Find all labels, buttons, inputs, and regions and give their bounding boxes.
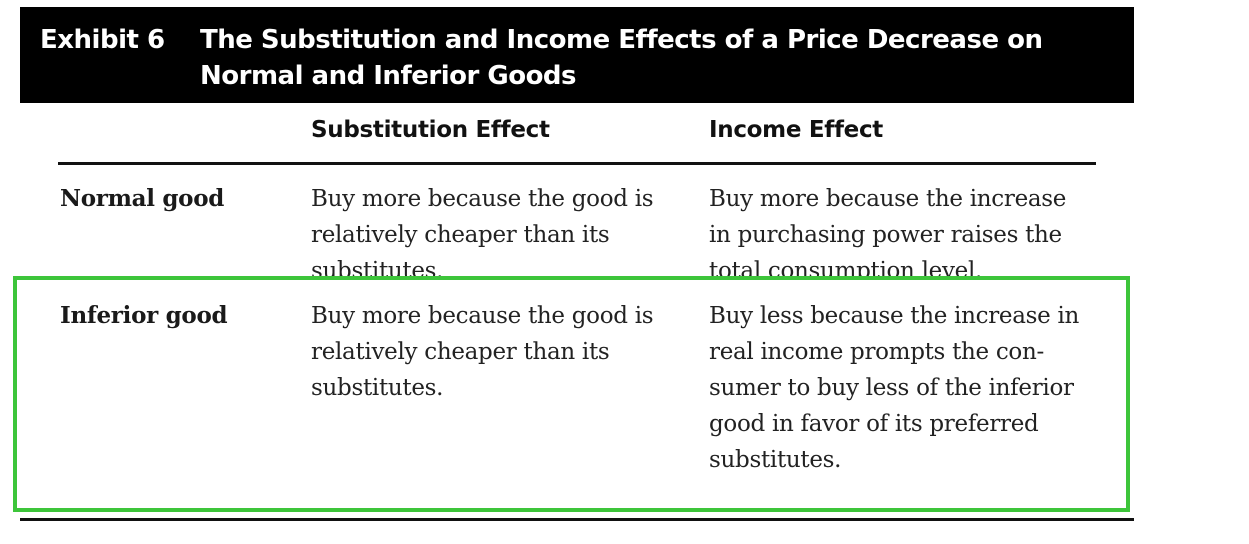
exhibit-header: Exhibit 6 The Substitution and Income Ef… [20,7,1134,103]
exhibit-label: Exhibit 6 [40,25,165,55]
inferior-good-substitution-text: Buy more because the good is relatively … [311,303,654,401]
row-label-normal-good: Normal good [60,185,225,212]
normal-income-clip: Buy more because the increase in purchas… [709,181,1109,279]
column-header-income: Income Effect [709,117,883,143]
normal-substitution-clip: Buy more because the good is relatively … [311,181,671,279]
normal-good-substitution-text: Buy more because the good is relatively … [311,186,654,279]
normal-good-income-text: Buy more because the increase in purchas… [709,186,1067,279]
bottom-rule [20,518,1134,521]
inferior-good-income-text: Buy less because the increase in real in… [709,303,1080,473]
row-label-inferior-good: Inferior good [60,302,228,329]
exhibit-title: The Substitution and Income Effects of a… [200,25,1043,91]
column-header-substitution: Substitution Effect [311,117,550,143]
header-rule [58,162,1096,165]
